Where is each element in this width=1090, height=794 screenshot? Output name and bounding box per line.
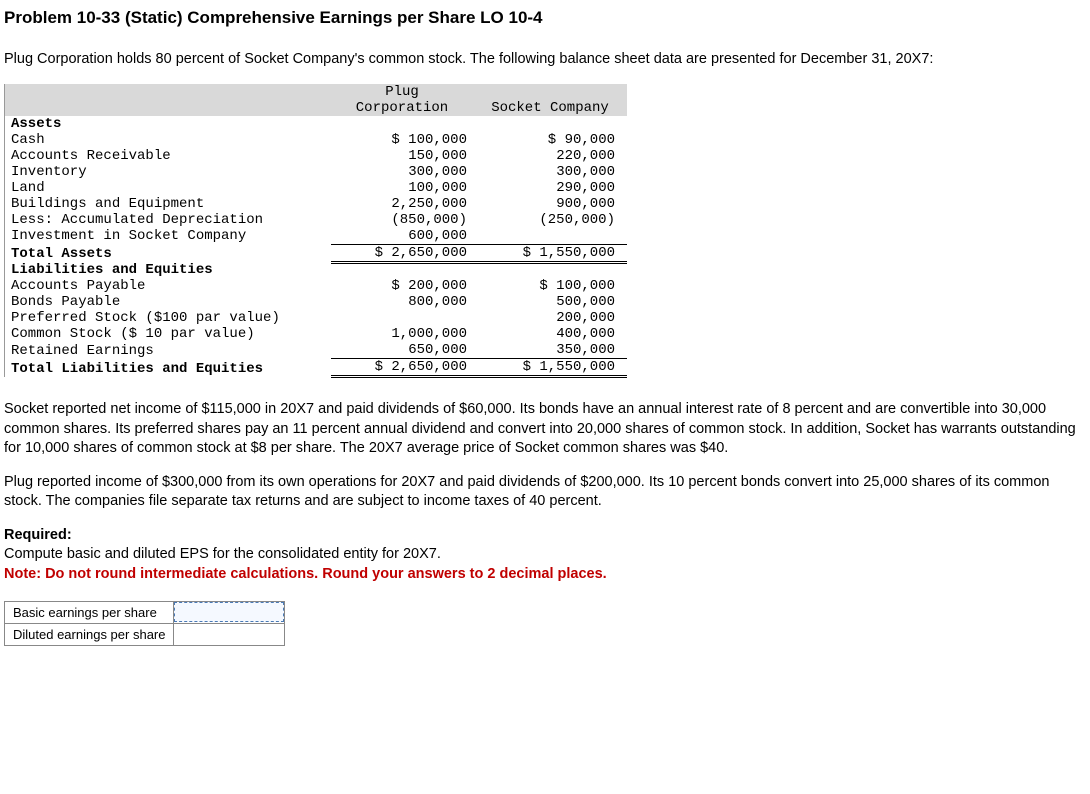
answer-row-diluted: Diluted earnings per share <box>5 623 285 645</box>
table-row: Preferred Stock ($100 par value)200,000 <box>5 310 628 326</box>
table-row: Common Stock ($ 10 par value)1,000,00040… <box>5 326 628 342</box>
table-row: Buildings and Equipment2,250,000900,000 <box>5 196 628 212</box>
header-blank <box>5 84 332 116</box>
diluted-eps-label: Diluted earnings per share <box>5 623 174 645</box>
required-label: Required: <box>4 527 72 543</box>
required-text: Compute basic and diluted EPS for the co… <box>4 546 441 562</box>
section-assets: Assets <box>5 116 628 132</box>
total-liab-label: Total Liabilities and Equities <box>5 359 332 377</box>
answer-row-basic: Basic earnings per share <box>5 601 285 623</box>
table-row: Accounts Payable$ 200,000$ 100,000 <box>5 278 628 294</box>
table-row: Investment in Socket Company600,000 <box>5 228 628 245</box>
paragraph-socket: Socket reported net income of $115,000 i… <box>4 400 1086 459</box>
liab-heading: Liabilities and Equities <box>5 262 332 278</box>
total-assets-row: Total Assets $ 2,650,000 $ 1,550,000 <box>5 244 628 262</box>
table-row: Accounts Receivable150,000220,000 <box>5 148 628 164</box>
basic-eps-input[interactable] <box>174 602 284 622</box>
table-header-row: PlugCorporation Socket Company <box>5 84 628 116</box>
basic-eps-label: Basic earnings per share <box>5 601 174 623</box>
balance-sheet-table: PlugCorporation Socket Company Assets Ca… <box>4 84 627 379</box>
problem-title: Problem 10-33 (Static) Comprehensive Ear… <box>4 8 1086 28</box>
paragraph-plug: Plug reported income of $300,000 from it… <box>4 473 1086 512</box>
intro-paragraph: Plug Corporation holds 80 percent of Soc… <box>4 50 1086 70</box>
table-row: Retained Earnings650,000350,000 <box>5 342 628 359</box>
answer-table: Basic earnings per share Diluted earning… <box>4 601 285 646</box>
diluted-eps-input[interactable] <box>174 624 284 644</box>
table-row: Bonds Payable800,000500,000 <box>5 294 628 310</box>
header-socket: Socket Company <box>479 84 627 116</box>
table-row: Less: Accumulated Depreciation(850,000)(… <box>5 212 628 228</box>
table-row: Cash$ 100,000$ 90,000 <box>5 132 628 148</box>
header-plug: PlugCorporation <box>331 84 479 116</box>
table-row: Land100,000290,000 <box>5 180 628 196</box>
note-text: Note: Do not round intermediate calculat… <box>4 566 607 582</box>
table-row: Inventory300,000300,000 <box>5 164 628 180</box>
section-liabilities: Liabilities and Equities <box>5 262 628 278</box>
total-assets-label: Total Assets <box>5 244 332 262</box>
assets-heading: Assets <box>5 116 332 132</box>
total-liab-row: Total Liabilities and Equities $ 2,650,0… <box>5 359 628 377</box>
